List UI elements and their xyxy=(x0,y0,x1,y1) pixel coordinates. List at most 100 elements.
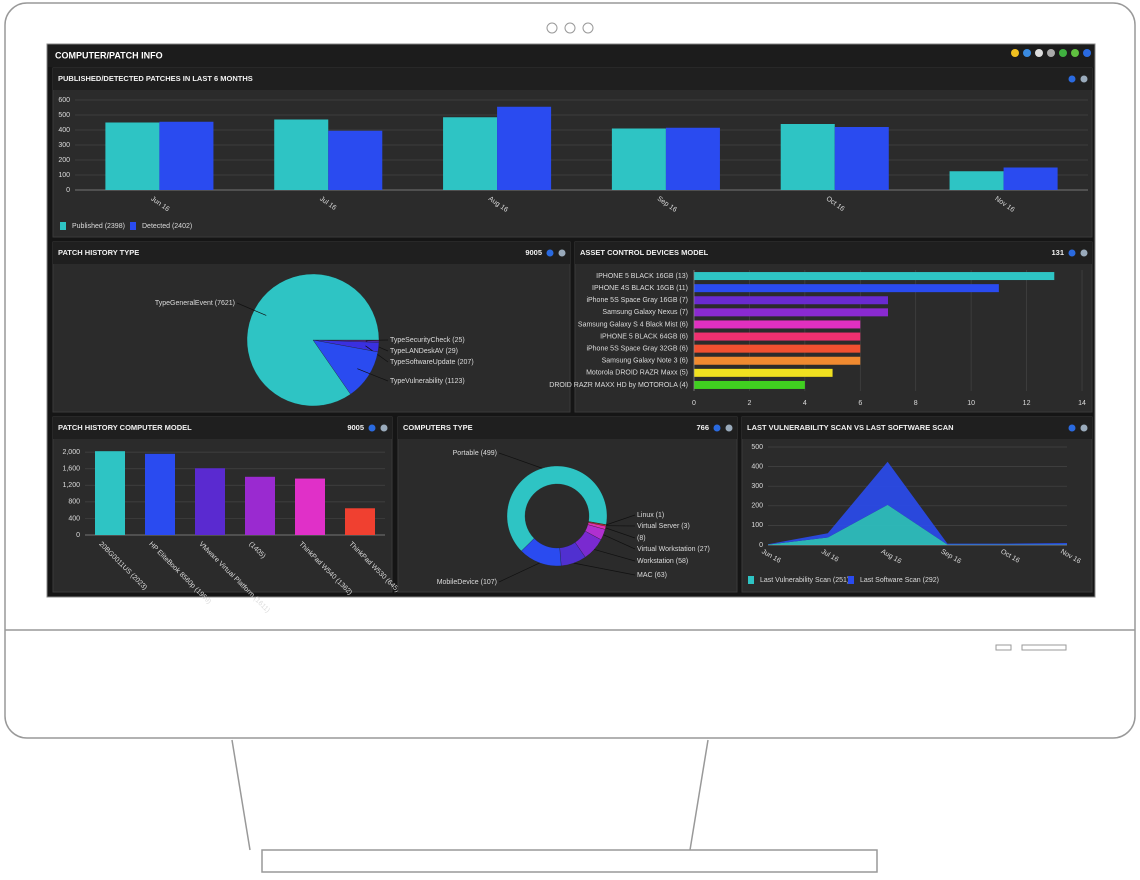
slice-label: Virtual Workstation (27) xyxy=(637,546,710,553)
y-tick-label: 300 xyxy=(751,483,763,490)
legend-swatch xyxy=(60,222,66,230)
slice-label: Workstation (58) xyxy=(637,558,688,565)
y-tick-label: 400 xyxy=(68,515,80,522)
y-tick-label: 100 xyxy=(58,172,70,179)
settings-icon[interactable] xyxy=(1081,425,1088,432)
bar xyxy=(694,345,860,353)
info-icon[interactable] xyxy=(547,250,554,257)
y-tick-label: IPHONE 4S BLACK 16GB (11) xyxy=(592,285,688,292)
y-tick-label: Samsung Galaxy S 4 Black Mist (6) xyxy=(578,321,688,328)
bar xyxy=(694,333,860,341)
panel-total: 9005 xyxy=(347,423,364,432)
slice-label: TypeLANDeskAV (29) xyxy=(390,348,458,355)
bar xyxy=(694,296,888,304)
icon[interactable] xyxy=(1035,49,1043,57)
y-tick-label: 300 xyxy=(58,142,70,149)
panel-title: PATCH HISTORY TYPE xyxy=(58,248,139,257)
icon[interactable] xyxy=(1083,49,1091,57)
x-tick-label: 12 xyxy=(1023,400,1031,407)
panel-title: ASSET CONTROL DEVICES MODEL xyxy=(580,248,709,257)
bar xyxy=(95,451,125,535)
x-tick-label: 6 xyxy=(858,400,862,407)
slice-label: MobileDevice (107) xyxy=(437,579,497,586)
y-tick-label: 100 xyxy=(751,522,763,529)
bar xyxy=(835,127,889,190)
x-tick-label: 0 xyxy=(692,400,696,407)
info-icon[interactable] xyxy=(1069,76,1076,83)
y-tick-label: 0 xyxy=(759,542,763,549)
x-tick-label: 14 xyxy=(1078,400,1086,407)
bar xyxy=(694,320,860,328)
y-tick-label: IPHONE 5 BLACK 16GB (13) xyxy=(596,273,688,280)
panel-total: 9005 xyxy=(525,248,542,257)
bar xyxy=(145,454,175,535)
slice-label: TypeSoftwareUpdate (207) xyxy=(390,359,474,366)
settings-icon[interactable] xyxy=(559,250,566,257)
y-tick-label: 500 xyxy=(751,444,763,451)
bar xyxy=(328,131,382,190)
panel-total: 766 xyxy=(696,423,709,432)
legend-label: Last Vulnerability Scan (251) xyxy=(760,577,849,584)
icon[interactable] xyxy=(1011,49,1019,57)
icon[interactable] xyxy=(1023,49,1031,57)
y-tick-label: 800 xyxy=(68,499,80,506)
icon[interactable] xyxy=(1059,49,1067,57)
settings-icon[interactable] xyxy=(1081,76,1088,83)
legend-label: Published (2398) xyxy=(72,223,125,230)
settings-icon[interactable] xyxy=(726,425,733,432)
slice-label: TypeGeneralEvent (7621) xyxy=(155,300,235,307)
panel-title: LAST VULNERABILITY SCAN VS LAST SOFTWARE… xyxy=(747,423,954,432)
y-tick-label: Motorola DROID RAZR Maxx (5) xyxy=(586,370,688,377)
y-tick-label: 500 xyxy=(58,112,70,119)
panel-total: 131 xyxy=(1051,248,1064,257)
bar xyxy=(666,128,720,190)
info-icon[interactable] xyxy=(369,425,376,432)
slice-label: TypeSecurityCheck (25) xyxy=(390,337,465,344)
bar xyxy=(694,357,860,365)
settings-icon[interactable] xyxy=(381,425,388,432)
slice-label: Portable (499) xyxy=(453,450,497,457)
legend-swatch xyxy=(130,222,136,230)
bar xyxy=(694,308,888,316)
panel-title: PUBLISHED/DETECTED PATCHES IN LAST 6 MON… xyxy=(58,74,253,83)
icon[interactable] xyxy=(1047,49,1055,57)
slice-label: (8) xyxy=(637,535,646,542)
bar xyxy=(105,123,159,191)
y-tick-label: 0 xyxy=(76,532,80,539)
panel-title: PATCH HISTORY COMPUTER MODEL xyxy=(58,423,192,432)
monitor-stand xyxy=(232,740,708,850)
x-tick-label: 8 xyxy=(914,400,918,407)
y-tick-label: Samsung Galaxy Note 3 (6) xyxy=(602,358,688,365)
monitor-base xyxy=(262,850,877,872)
y-tick-label: DROID RAZR MAXX HD by MOTOROLA (4) xyxy=(549,382,688,389)
legend-label: Last Software Scan (292) xyxy=(860,577,939,584)
slice-label: TypeVulnerability (1123) xyxy=(390,378,465,385)
y-tick-label: 2,000 xyxy=(62,449,80,456)
settings-icon[interactable] xyxy=(1081,250,1088,257)
y-tick-label: iPhone 5S Space Gray 16GB (7) xyxy=(586,297,688,304)
bar xyxy=(345,508,375,535)
bar xyxy=(1004,168,1058,191)
bar xyxy=(694,381,805,389)
bar xyxy=(694,284,999,292)
bar xyxy=(295,479,325,535)
slice-label: MAC (63) xyxy=(637,572,667,579)
info-icon[interactable] xyxy=(714,425,721,432)
slice-label: Linux (1) xyxy=(637,512,664,519)
info-icon[interactable] xyxy=(1069,250,1076,257)
bar xyxy=(612,129,666,191)
x-tick-label: 10 xyxy=(967,400,975,407)
header-title: COMPUTER/PATCH INFO xyxy=(55,50,163,60)
legend-swatch xyxy=(748,576,754,584)
info-icon[interactable] xyxy=(1069,425,1076,432)
legend-label: Detected (2402) xyxy=(142,223,192,230)
y-tick-label: 200 xyxy=(751,503,763,510)
icon[interactable] xyxy=(1071,49,1079,57)
y-tick-label: 0 xyxy=(66,187,70,194)
legend-swatch xyxy=(848,576,854,584)
y-tick-label: 200 xyxy=(58,157,70,164)
header-bar xyxy=(48,45,1094,67)
bar xyxy=(195,468,225,535)
y-tick-label: iPhone 5S Space Gray 32GB (6) xyxy=(586,345,688,352)
